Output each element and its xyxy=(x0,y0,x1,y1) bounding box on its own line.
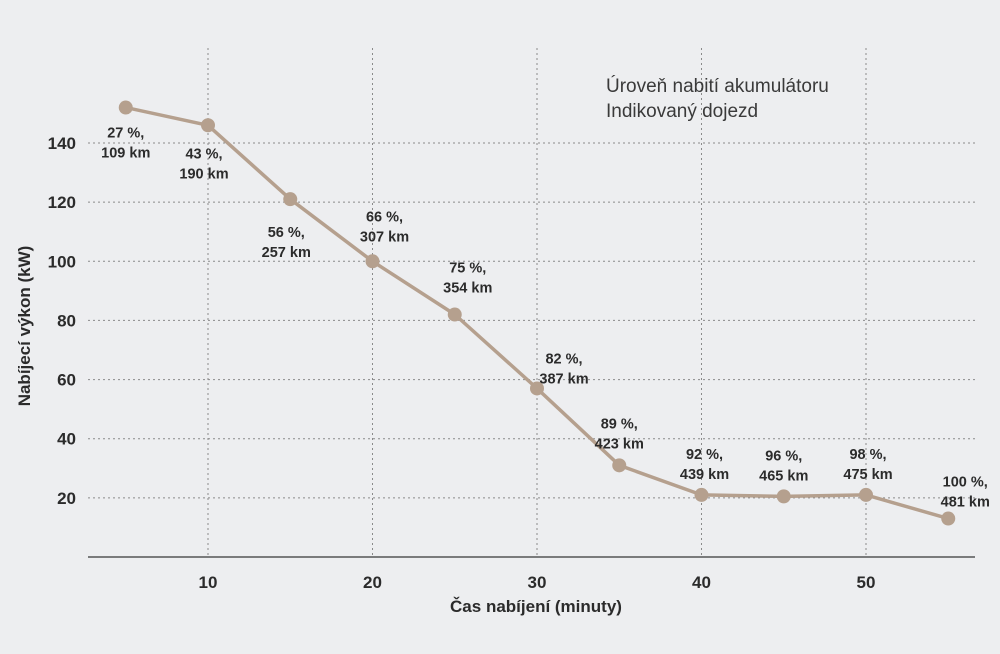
data-label-range: 109 km xyxy=(101,146,150,162)
data-label-charge: 96 %, xyxy=(765,448,802,464)
y-tick-label: 80 xyxy=(57,311,76,330)
x-axis-label: Čas nabíjení (minuty) xyxy=(450,597,622,616)
data-point xyxy=(118,100,133,115)
data-label-range: 307 km xyxy=(360,229,409,245)
x-tick-label: 40 xyxy=(692,573,711,592)
data-label-range: 465 km xyxy=(759,468,808,484)
data-point xyxy=(694,487,709,502)
x-tick-labels: 10 20 30 40 50 xyxy=(199,573,876,592)
data-label-range: 354 km xyxy=(443,281,492,297)
data-point xyxy=(447,307,462,322)
data-label-range: 481 km xyxy=(941,495,990,511)
data-label-range: 439 km xyxy=(680,467,729,483)
data-label-charge: 43 %, xyxy=(185,146,222,162)
x-tick-label: 10 xyxy=(199,573,218,592)
y-axis-label: Nabíjecí výkon (kW) xyxy=(15,246,34,407)
data-points xyxy=(118,100,956,526)
data-point xyxy=(859,487,873,502)
data-point xyxy=(776,489,791,504)
x-tick-label: 50 xyxy=(857,573,876,592)
data-label-charge: 56 %, xyxy=(268,225,305,241)
data-point xyxy=(365,254,380,269)
data-label-charge: 82 %, xyxy=(545,351,582,367)
x-tick-label: 20 xyxy=(363,573,382,592)
y-tick-label: 40 xyxy=(57,430,76,449)
y-tick-label: 20 xyxy=(57,489,76,508)
legend: Úroveň nabití akumulátoru Indikovaný doj… xyxy=(606,75,829,122)
data-point xyxy=(201,118,215,133)
y-tick-label: 140 xyxy=(48,134,76,153)
data-point xyxy=(941,511,956,526)
data-label-range: 387 km xyxy=(539,371,588,387)
data-labels: 27 %, 109 km 43 %, 190 km 56 %, 257 km 66 %, 30… xyxy=(101,126,990,511)
grid xyxy=(88,48,975,557)
y-tick-labels: 20 40 60 80 100 120 140 xyxy=(48,134,76,508)
legend-entry-charge: Úroveň nabití akumulátoru xyxy=(606,75,829,97)
data-label-charge: 66 %, xyxy=(366,209,403,225)
data-point xyxy=(283,192,298,207)
data-label-range: 475 km xyxy=(843,467,892,483)
data-label-range: 190 km xyxy=(179,166,228,182)
data-point xyxy=(530,381,544,396)
legend-entry-range: Indikovaný dojezd xyxy=(606,101,758,122)
data-label-charge: 89 %, xyxy=(601,416,638,432)
data-label-range: 257 km xyxy=(262,245,311,261)
y-tick-label: 120 xyxy=(48,193,76,212)
data-label-charge: 92 %, xyxy=(686,447,723,463)
data-point xyxy=(612,458,627,473)
data-label-charge: 98 %, xyxy=(849,447,886,463)
data-label-charge: 75 %, xyxy=(449,261,486,277)
data-label-range: 423 km xyxy=(595,436,644,452)
y-tick-label: 60 xyxy=(57,371,76,390)
data-label-charge: 100 %, xyxy=(943,475,988,491)
x-tick-label: 30 xyxy=(528,573,547,592)
y-tick-label: 100 xyxy=(48,252,76,271)
data-label-charge: 27 %, xyxy=(107,126,144,142)
